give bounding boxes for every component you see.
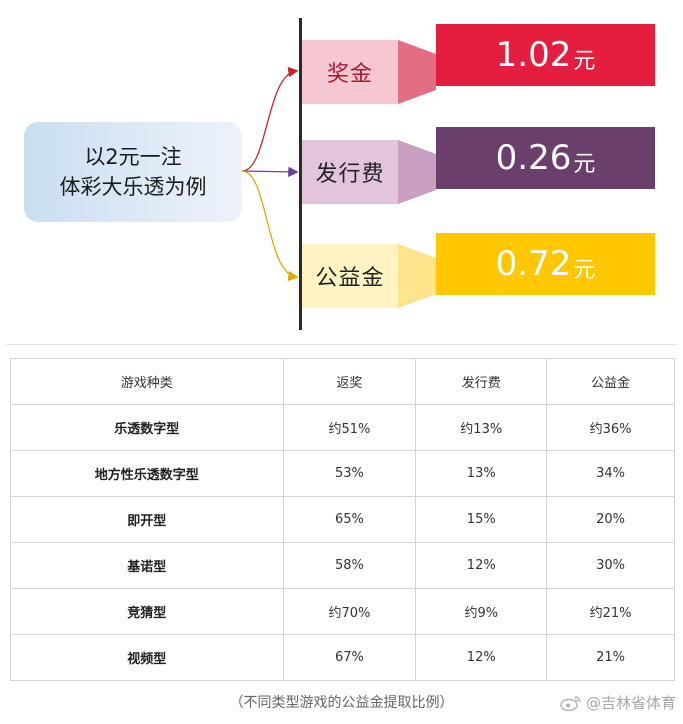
header-issue-fee: 发行费	[415, 358, 548, 405]
type-cell: 基诺型	[10, 542, 284, 589]
source-line-2: 体彩大乐透为例	[59, 175, 207, 199]
value-welfare: 0.72 元	[436, 233, 655, 295]
value-bonus: 1.02 元	[436, 24, 655, 86]
payout-cell: 约70%	[282, 588, 417, 635]
divider-line	[299, 18, 302, 330]
issue-fee-cell: 12%	[415, 634, 548, 681]
value-unit: 元	[573, 258, 596, 283]
connector-bonus	[241, 66, 299, 172]
welfare-cell: 21%	[546, 634, 675, 681]
issue-fee-cell: 约13%	[415, 404, 548, 451]
weibo-icon	[560, 695, 581, 711]
table-body: 乐透数字型 约51% 约13% 约36% 地方性乐透数字型 53% 13% 34% 即开型 65%…	[10, 404, 675, 681]
payout-cell: 58%	[282, 542, 417, 589]
type-cell: 即开型	[10, 496, 284, 543]
category-bonus: 奖金	[302, 40, 398, 104]
arrow-shape-fee	[398, 140, 436, 204]
arrow-shape-welfare	[398, 244, 436, 308]
ratio-table: 游戏种类 返奖 发行费 公益金 乐透数字型 约51% 约13% 约36% 地方性乐透数字…	[10, 358, 675, 681]
source-box: 以2元一注 体彩大乐透为例	[24, 122, 242, 222]
table-row: 竞猜型 约70% 约9% 约21%	[10, 588, 675, 635]
table-header-row: 游戏种类 返奖 发行费 公益金	[10, 358, 675, 405]
value-number: 0.72	[495, 244, 572, 284]
value-fee: 0.26 元	[436, 127, 655, 189]
watermark: @吉林省体育	[560, 692, 676, 713]
connector-fee	[241, 166, 299, 178]
category-label: 奖金	[326, 62, 373, 87]
arrow-shape-bonus	[398, 40, 436, 104]
issue-fee-cell: 约9%	[415, 588, 548, 635]
value-unit: 元	[573, 152, 596, 177]
header-payout: 返奖	[282, 358, 417, 405]
caption: （不同类型游戏的公益金提取比例）	[229, 695, 454, 711]
welfare-cell: 20%	[546, 496, 675, 543]
category-label: 发行费	[315, 162, 385, 187]
type-cell: 乐透数字型	[10, 404, 284, 451]
payout-cell: 65%	[282, 496, 417, 543]
issue-fee-cell: 15%	[415, 496, 548, 543]
category-fee: 发行费	[302, 140, 398, 204]
connector-welfare	[241, 170, 299, 282]
type-cell: 视频型	[10, 634, 284, 681]
value-unit: 元	[573, 49, 596, 74]
payout-cell: 53%	[282, 450, 417, 497]
welfare-cell: 约36%	[546, 404, 675, 451]
payout-cell: 约51%	[282, 404, 417, 451]
table-row: 即开型 65% 15% 20%	[10, 496, 675, 543]
welfare-cell: 约21%	[546, 588, 675, 635]
table-row: 基诺型 58% 12% 30%	[10, 542, 675, 589]
header-welfare-fund: 公益金	[546, 358, 675, 405]
category-label: 公益金	[315, 266, 385, 291]
table-row: 乐透数字型 约51% 约13% 约36%	[10, 404, 675, 451]
header-game-type: 游戏种类	[10, 358, 284, 405]
type-cell: 地方性乐透数字型	[10, 450, 284, 497]
value-number: 1.02	[495, 35, 572, 75]
section-divider	[6, 344, 677, 345]
welfare-cell: 34%	[546, 450, 675, 497]
value-number: 0.26	[495, 138, 572, 178]
category-welfare: 公益金	[302, 244, 398, 308]
welfare-cell: 30%	[546, 542, 675, 589]
issue-fee-cell: 12%	[415, 542, 548, 589]
branch-connectors	[241, 66, 299, 282]
issue-fee-cell: 13%	[415, 450, 548, 497]
table-row: 地方性乐透数字型 53% 13% 34%	[10, 450, 675, 497]
type-cell: 竞猜型	[10, 588, 284, 635]
payout-cell: 67%	[282, 634, 417, 681]
table-row: 视频型 67% 12% 21%	[10, 634, 675, 681]
watermark-text: @吉林省体育	[586, 694, 677, 712]
source-line-1: 以2元一注	[84, 145, 182, 169]
